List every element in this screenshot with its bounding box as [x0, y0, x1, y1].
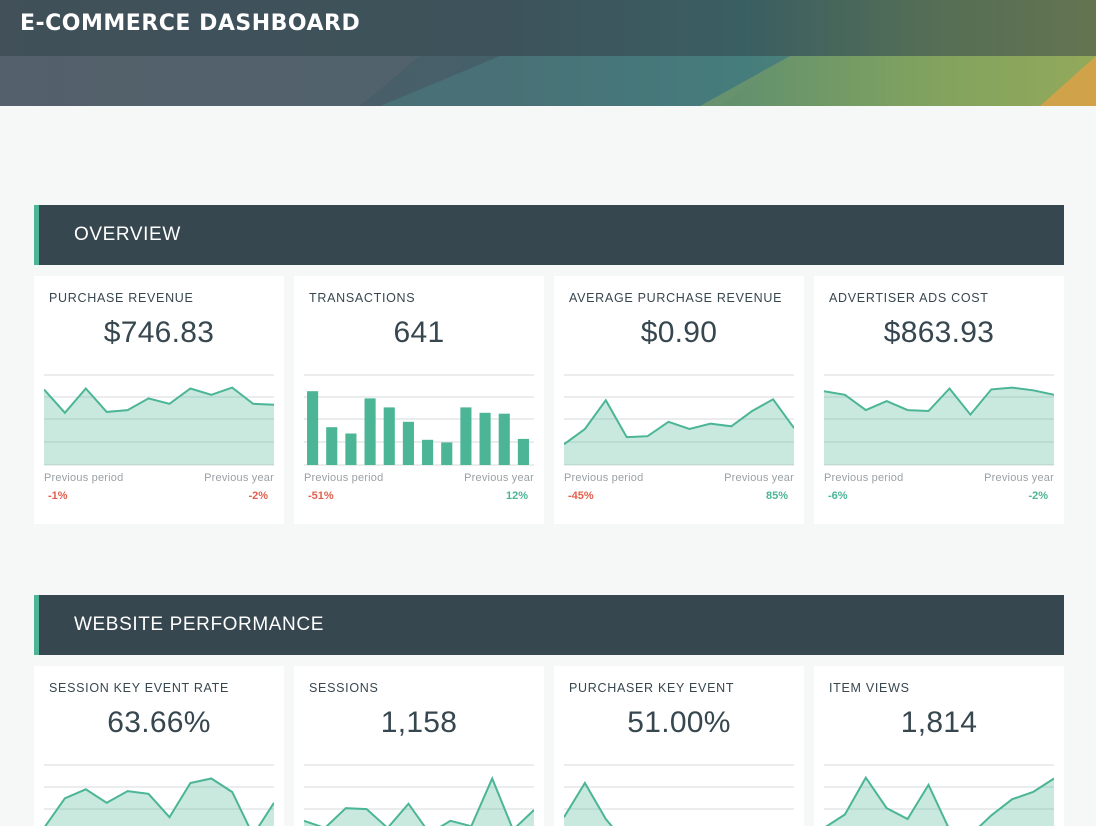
chart-bar [517, 438, 529, 465]
widget-value: $746.83 [103, 316, 215, 349]
sparkline-chart [564, 764, 794, 826]
widget-item-views[interactable]: ITEM VIEWS 1,814 [814, 666, 1064, 826]
previous-year-label: Previous year [204, 472, 274, 484]
chart-bar [345, 433, 357, 465]
bar-chart [304, 374, 534, 466]
widget-title: ITEM VIEWS [829, 681, 910, 695]
previous-period-label: Previous period [304, 472, 384, 484]
previous-year-change: 85% [765, 490, 788, 502]
previous-year-change: 12% [505, 490, 528, 502]
chart-bar [422, 439, 434, 465]
widget-title: SESSIONS [309, 681, 379, 695]
sparkline-chart [824, 764, 1054, 826]
chart-line [564, 781, 613, 826]
widget-title: AVERAGE PURCHASE REVENUE [569, 291, 783, 305]
chart-line [824, 386, 1054, 417]
previous-period-change: -1% [48, 490, 68, 502]
widget-purchase-revenue[interactable]: PURCHASE REVENUE $746.83 Previous period… [34, 276, 284, 524]
section-title: OVERVIEW [74, 224, 181, 245]
chart-bar [383, 407, 395, 465]
chart-bar [307, 391, 319, 465]
widget-session-key-event-rate[interactable]: SESSION KEY EVENT RATE 63.66% [34, 666, 284, 826]
widget-title: SESSION KEY EVENT RATE [49, 681, 230, 695]
widget-value: 1,158 [380, 706, 458, 739]
sparkline-chart [824, 374, 1054, 466]
sparkline-chart [304, 764, 534, 826]
chart-area [564, 783, 612, 826]
chart-bar [326, 427, 338, 465]
widget-title: PURCHASE REVENUE [49, 291, 194, 305]
chart-bar [441, 442, 453, 465]
page-title: E-COMMERCE DASHBOARD [20, 11, 361, 36]
previous-period-change: -45% [568, 490, 594, 502]
section-header-website-performance: WEBSITE PERFORMANCE [34, 595, 1064, 655]
chart-bar [498, 413, 510, 465]
previous-period-change: -51% [308, 490, 334, 502]
widget-title: TRANSACTIONS [309, 291, 416, 305]
previous-year-label: Previous year [984, 472, 1054, 484]
widget-purchaser-key-event[interactable]: PURCHASER KEY EVENT 51.00% [554, 666, 804, 826]
chart-bar [364, 398, 376, 465]
widget-average-purchase-revenue[interactable]: AVERAGE PURCHASE REVENUE $0.90 Previous … [554, 276, 804, 524]
previous-period-label: Previous period [564, 472, 644, 484]
sparkline-chart [44, 764, 274, 826]
section-header-overview: OVERVIEW [34, 205, 1064, 265]
previous-year-label: Previous year [464, 472, 534, 484]
sparkline-chart [44, 374, 274, 466]
widget-value: 1,814 [900, 706, 978, 739]
chart-line [564, 397, 794, 446]
previous-period-label: Previous period [824, 472, 904, 484]
chart-area [827, 777, 1054, 826]
chart-line [44, 777, 274, 826]
chart-bar [460, 407, 472, 465]
chart-area [44, 387, 274, 465]
widget-value: $0.90 [640, 316, 718, 349]
chart-area [564, 399, 794, 465]
section-title: WEBSITE PERFORMANCE [74, 614, 324, 635]
chart-line [304, 775, 534, 826]
chart-bar [479, 412, 491, 465]
chart-area [45, 778, 274, 826]
widget-title: ADVERTISER ADS COST [829, 291, 989, 305]
widget-value: 641 [393, 316, 445, 349]
chart-line [825, 775, 1054, 826]
sparkline-chart [564, 374, 794, 466]
previous-year-label: Previous year [724, 472, 794, 484]
chart-bar [402, 421, 414, 465]
widget-transactions[interactable]: TRANSACTIONS 641 Previous period Previou… [294, 276, 544, 524]
chart-area [304, 778, 534, 826]
previous-period-label: Previous period [44, 472, 124, 484]
header-background [0, 0, 1096, 106]
chart-area [824, 387, 1054, 465]
widget-sessions[interactable]: SESSIONS 1,158 [294, 666, 544, 826]
previous-year-change: -2% [1028, 490, 1048, 502]
chart-line [44, 386, 274, 415]
widget-value: 63.66% [107, 706, 211, 739]
widget-advertiser-ads-cost[interactable]: ADVERTISER ADS COST $863.93 Previous per… [814, 276, 1064, 524]
widget-title: PURCHASER KEY EVENT [569, 681, 735, 695]
previous-year-change: -2% [248, 490, 268, 502]
widget-value: $863.93 [883, 316, 995, 349]
widget-value: 51.00% [627, 706, 731, 739]
header-banner: E-COMMERCE DASHBOARD [0, 0, 1096, 106]
previous-period-change: -6% [828, 490, 848, 502]
